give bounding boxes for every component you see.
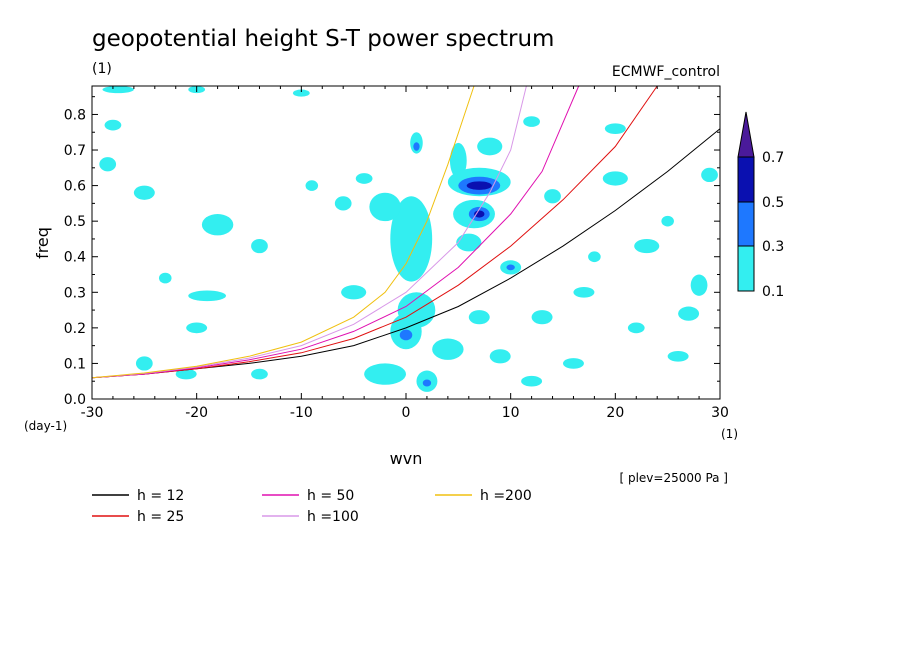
legend-label: h =200 [480,488,532,504]
contour-patch [364,363,407,385]
contour-patch [251,238,268,254]
contour-patch [468,310,490,325]
contour-patch [667,350,689,362]
axis-ticks: -30 -20 -10 0 10 20 30 0.0 0.1 0.2 0.3 0.4 0.5 0.6 0.7… [64,86,729,421]
dispersion-curve [91,85,580,379]
y-unit-label: (day-1) [24,419,67,433]
units-label: (1) [92,61,112,77]
y-tick-label: 0.5 [64,214,86,230]
contour-patch [369,192,401,222]
contour-patch [573,286,595,298]
contour-patch [341,285,367,300]
dispersion-curve [91,85,658,379]
contour-patch [521,375,543,387]
y-tick-label: 0.1 [64,356,86,372]
x-tick-label: 30 [711,405,729,421]
x-tick-label: -20 [185,405,208,421]
contour-patch [99,157,117,172]
x-tick-label: 10 [502,405,520,421]
y-tick-label: 0.4 [64,250,86,266]
contour-patch [449,142,467,179]
legend-label: h = 12 [137,488,184,504]
contour-patch [104,119,122,131]
contour-patch [602,171,628,186]
legend-label: h = 25 [137,509,184,525]
contour-patch [678,306,700,321]
contour-patch [175,368,197,380]
x-tick-label: 20 [606,405,624,421]
colorbar-label: 0.7 [762,150,784,166]
contour-patch [627,322,645,334]
contour-patch [604,123,626,135]
contour-patch [531,310,553,325]
model-label: ECMWF_control [612,64,720,80]
y-tick-label: 0.8 [64,107,86,123]
y-tick-label: 0.3 [64,285,86,301]
contour-patch [102,86,134,94]
contour-patch [690,274,708,296]
contour-patch [334,196,352,211]
y-tick-label: 0.2 [64,321,86,337]
dispersion-curve [91,85,475,379]
colorbar-label: 0.5 [762,195,784,211]
dispersion-curve [91,85,527,379]
contour-patch [489,349,511,364]
y-axis-label: freq [33,227,52,259]
contour-patch [390,196,433,282]
contour-patch [506,264,515,271]
contour-patch [201,214,234,236]
contour-patch [544,189,561,204]
contour-patch [355,173,373,184]
contour-patch [523,116,540,127]
contour-patch [399,329,413,341]
x-tick-label: -10 [290,405,313,421]
contour-patch [158,272,172,284]
x-tick-label: 0 [402,405,411,421]
chart-title: geopotential height S-T power spectrum [92,26,554,52]
contour-patch [661,215,674,227]
contour-patch [477,137,503,156]
dispersion-curves [91,85,721,379]
contour-patch [413,142,420,151]
contour-patch [188,290,226,302]
contour-patch [292,89,310,97]
y-tick-label: 0.0 [64,392,86,408]
y-tick-label: 0.6 [64,179,86,195]
colorbar-triangle [737,111,755,158]
colorbar-segment [737,156,755,203]
curve-legend: h = 12 h = 25 h = 50 h =100 h =200 [92,488,532,525]
contour-patch [422,379,432,387]
colorbar: 0.1 0.3 0.5 0.7 [737,111,784,300]
contour-patch [305,180,319,191]
colorbar-label: 0.3 [762,239,784,255]
contour-patch [588,251,601,263]
x-axis-label: wvn [390,449,423,468]
contour-patch [474,210,485,218]
contour-patch [466,181,492,190]
x-tick-label: -30 [81,405,104,421]
legend-label: h =100 [307,509,359,525]
contour-patch [186,322,208,334]
colorbar-segment [737,245,755,292]
contour-patch [701,167,718,183]
legend-label: h = 50 [307,488,354,504]
contour-patch [563,358,584,369]
contour-patch [135,356,153,371]
colorbar-segment [737,201,755,247]
contour-patch [133,185,155,200]
x-unit-label: (1) [721,427,738,441]
contour-patch [456,233,482,252]
contour-patch [432,338,464,360]
level-note: [ plev=25000 Pa ] [619,471,728,485]
contour-field [99,86,718,392]
contour-patch [251,368,268,380]
colorbar-label: 0.1 [762,284,784,300]
contour-patch [634,238,660,254]
y-tick-label: 0.7 [64,143,86,159]
